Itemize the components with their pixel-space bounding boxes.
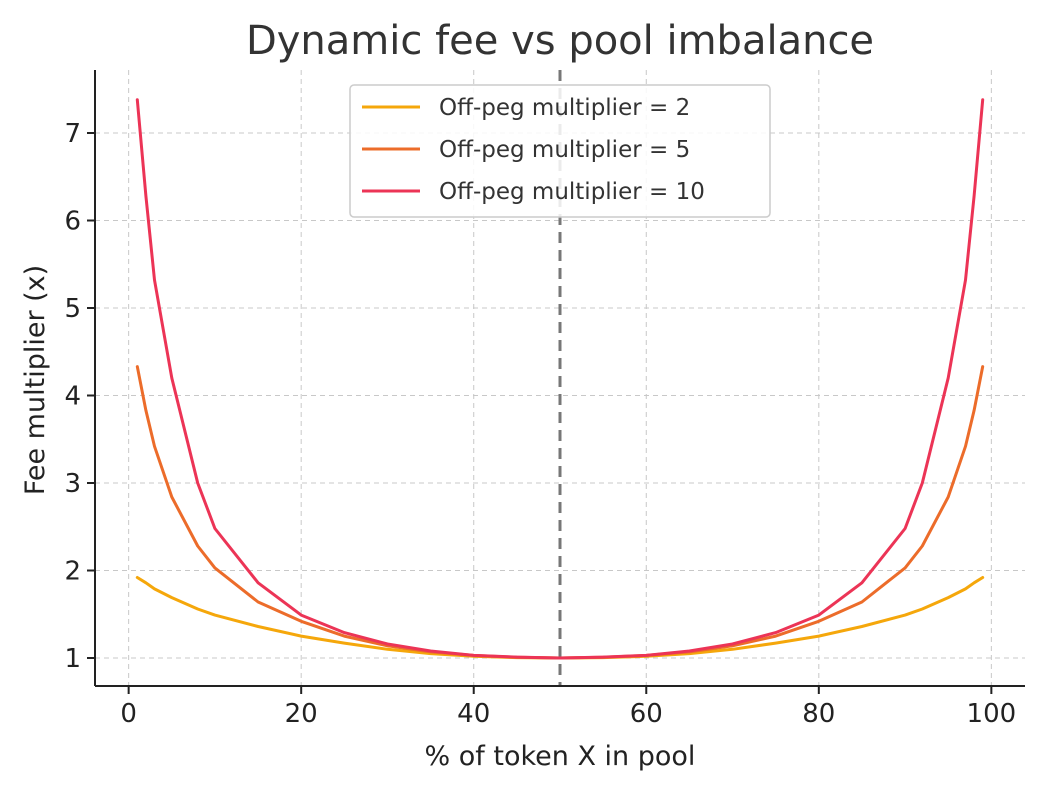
- y-tick-label: 7: [64, 119, 81, 149]
- y-tick-label: 6: [64, 207, 81, 237]
- series-line-3: [135, 98, 985, 660]
- y-tick-label: 1: [64, 644, 81, 674]
- legend: Off-peg multiplier = 2 Off-peg multiplier…: [349, 84, 771, 218]
- x-tick-label: 40: [457, 699, 490, 729]
- legend-frame: [349, 84, 771, 218]
- legend-label-2: Off-peg multiplier = 5: [439, 137, 690, 163]
- y-tick-label: 3: [64, 469, 81, 499]
- x-axis-title: % of token X in pool: [425, 741, 696, 772]
- x-tick-label: 100: [967, 699, 1017, 729]
- y-axis-title: Fee multiplier (x): [20, 265, 51, 495]
- legend-label-3: Off-peg multiplier = 10: [439, 179, 705, 205]
- x-tick-label: 0: [120, 699, 137, 729]
- x-tick-label: 20: [285, 699, 318, 729]
- chart-title: Dynamic fee vs pool imbalance: [246, 18, 874, 64]
- y-tick-label: 5: [64, 294, 81, 324]
- y-tick-label: 2: [64, 557, 81, 587]
- y-tick-label: 4: [64, 382, 81, 412]
- series-group: [135, 98, 985, 660]
- x-tick-label: 80: [802, 699, 835, 729]
- x-tick-label: 60: [630, 699, 663, 729]
- legend-label-1: Off-peg multiplier = 2: [439, 95, 690, 121]
- axes: [94, 70, 1025, 687]
- ticks: 0 20 40 60 80 100 1 2 3 4 5 6 7: [64, 119, 1016, 729]
- legend-items: Off-peg multiplier = 2 Off-peg multiplier…: [362, 95, 705, 205]
